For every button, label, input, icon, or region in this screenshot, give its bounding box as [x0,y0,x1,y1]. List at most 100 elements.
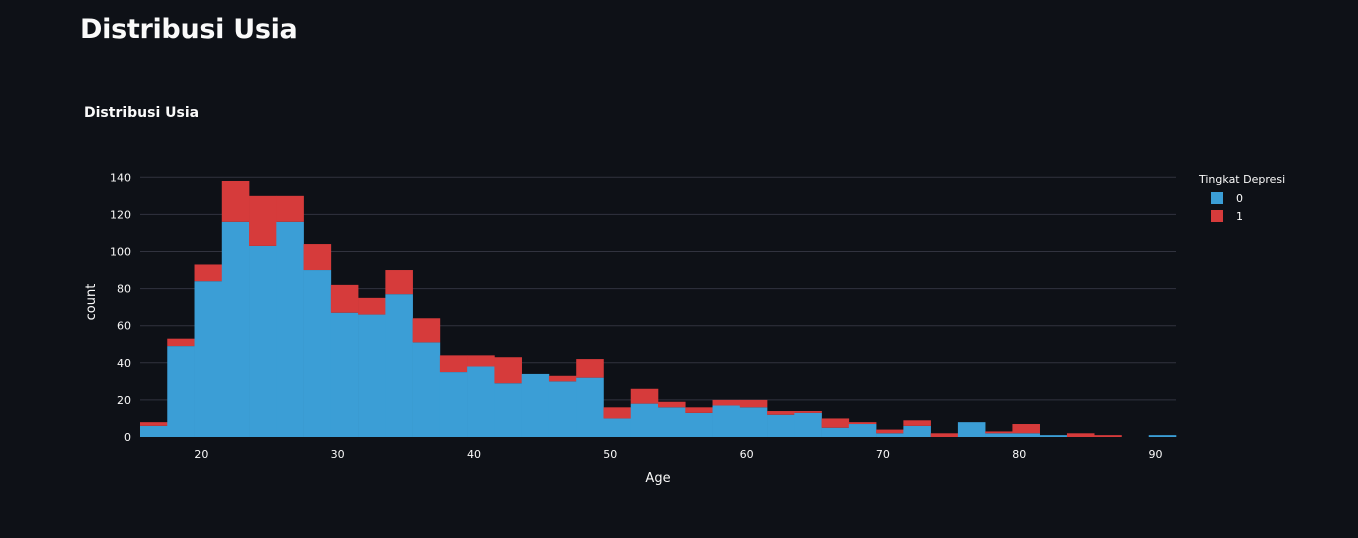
x-axis-title: Age [645,471,670,486]
bar-series-1[interactable] [603,407,632,419]
bar-series-0[interactable] [603,418,632,437]
chart-title: Distribusi Usia [84,105,199,121]
y-tick-label: 100 [110,245,131,258]
bar-series-1[interactable] [330,284,359,313]
bar-series-1[interactable] [630,388,659,404]
bar-series-0[interactable] [249,245,277,437]
bar-series-1[interactable] [140,422,168,426]
bar-series-1[interactable] [194,264,223,282]
bar-series-0[interactable] [412,342,441,437]
bar-series-0[interactable] [685,412,713,437]
bar-series-1[interactable] [249,195,277,246]
legend-label-1: 1 [1236,210,1243,223]
bar-series-0[interactable] [712,405,741,437]
y-tick-label: 20 [117,394,131,407]
x-axis: 20 30 40 50 60 70 80 90 [194,448,1162,461]
bar-series-0[interactable] [739,407,768,437]
y-tick-label: 0 [124,431,131,444]
bar-series-1[interactable] [821,418,850,428]
bar-series-0[interactable] [140,425,168,437]
bar-series-1[interactable] [412,318,441,343]
bar-series-0[interactable] [358,314,386,437]
x-tick-label: 70 [876,448,890,461]
x-tick-label: 30 [331,448,345,461]
bar-series-0[interactable] [330,312,359,437]
bar-series-0[interactable] [903,425,931,437]
bar-series-1[interactable] [548,375,577,382]
legend-item-1[interactable]: 1 [1211,210,1243,223]
bar-series-1[interactable] [576,359,604,378]
bar-series-0[interactable] [1039,435,1068,437]
x-tick-label: 80 [1012,448,1026,461]
x-tick-label: 40 [467,448,481,461]
page-title: Distribusi Usia [80,14,298,45]
x-tick-label: 90 [1149,448,1163,461]
bar-series-0[interactable] [1012,433,1040,437]
bar-series-0[interactable] [194,281,223,437]
x-tick-label: 60 [740,448,754,461]
bar-series-1[interactable] [167,338,195,347]
bar-series-1[interactable] [221,180,250,222]
x-tick-label: 20 [194,448,208,461]
x-tick-label: 50 [603,448,617,461]
bar-series-0[interactable] [848,424,877,437]
legend-swatch-0 [1211,192,1223,204]
bars-layer [140,180,1177,437]
bar-series-1[interactable] [930,433,959,437]
bar-series-0[interactable] [439,372,468,437]
bar-series-0[interactable] [576,377,604,437]
bar-series-0[interactable] [658,407,686,437]
bar-series-1[interactable] [903,420,931,426]
bar-series-1[interactable] [739,399,768,408]
bar-series-1[interactable] [794,411,822,413]
legend[interactable]: Tingkat Depresi 0 1 [1198,173,1285,223]
legend-title: Tingkat Depresi [1198,173,1285,186]
bar-series-1[interactable] [1094,435,1122,437]
bar-series-1[interactable] [467,355,495,367]
bar-series-1[interactable] [385,270,413,295]
bar-series-0[interactable] [385,294,413,437]
legend-swatch-1 [1211,210,1223,222]
bar-series-0[interactable] [167,346,195,437]
bar-series-1[interactable] [848,422,877,425]
bar-series-0[interactable] [821,427,850,437]
bar-series-0[interactable] [303,270,332,437]
bar-series-0[interactable] [276,221,304,437]
y-tick-label: 60 [117,320,131,333]
legend-label-0: 0 [1236,192,1243,205]
y-tick-label: 40 [117,357,131,370]
legend-item-0[interactable]: 0 [1211,192,1243,205]
bar-series-0[interactable] [957,422,986,437]
bar-series-1[interactable] [494,357,522,384]
bar-series-0[interactable] [794,412,822,437]
bar-series-0[interactable] [521,373,550,437]
bar-series-1[interactable] [658,401,686,408]
y-tick-label: 120 [110,208,131,221]
bar-series-1[interactable] [685,407,713,413]
bar-series-0[interactable] [221,221,250,437]
y-tick-label: 140 [110,171,131,184]
bar-series-0[interactable] [630,403,659,437]
bar-series-0[interactable] [767,414,795,437]
bar-series-0[interactable] [1148,435,1177,437]
bar-series-1[interactable] [1012,424,1040,434]
bar-series-1[interactable] [1066,433,1095,437]
bar-series-0[interactable] [467,366,495,437]
bar-series-0[interactable] [494,383,522,437]
bar-series-0[interactable] [876,433,904,437]
bar-series-1[interactable] [767,411,795,415]
bar-series-1[interactable] [439,355,468,373]
bar-series-1[interactable] [358,297,386,315]
bar-series-1[interactable] [985,431,1013,434]
y-axis-title: count [84,284,99,321]
bar-series-0[interactable] [548,381,577,437]
bar-series-1[interactable] [712,399,741,406]
bar-series-1[interactable] [276,195,304,222]
bar-series-1[interactable] [303,244,332,271]
y-axis: 0 20 40 60 80 100 120 140 [110,171,131,444]
bar-series-1[interactable] [876,429,904,434]
y-tick-label: 80 [117,283,131,296]
bar-series-0[interactable] [985,433,1013,437]
